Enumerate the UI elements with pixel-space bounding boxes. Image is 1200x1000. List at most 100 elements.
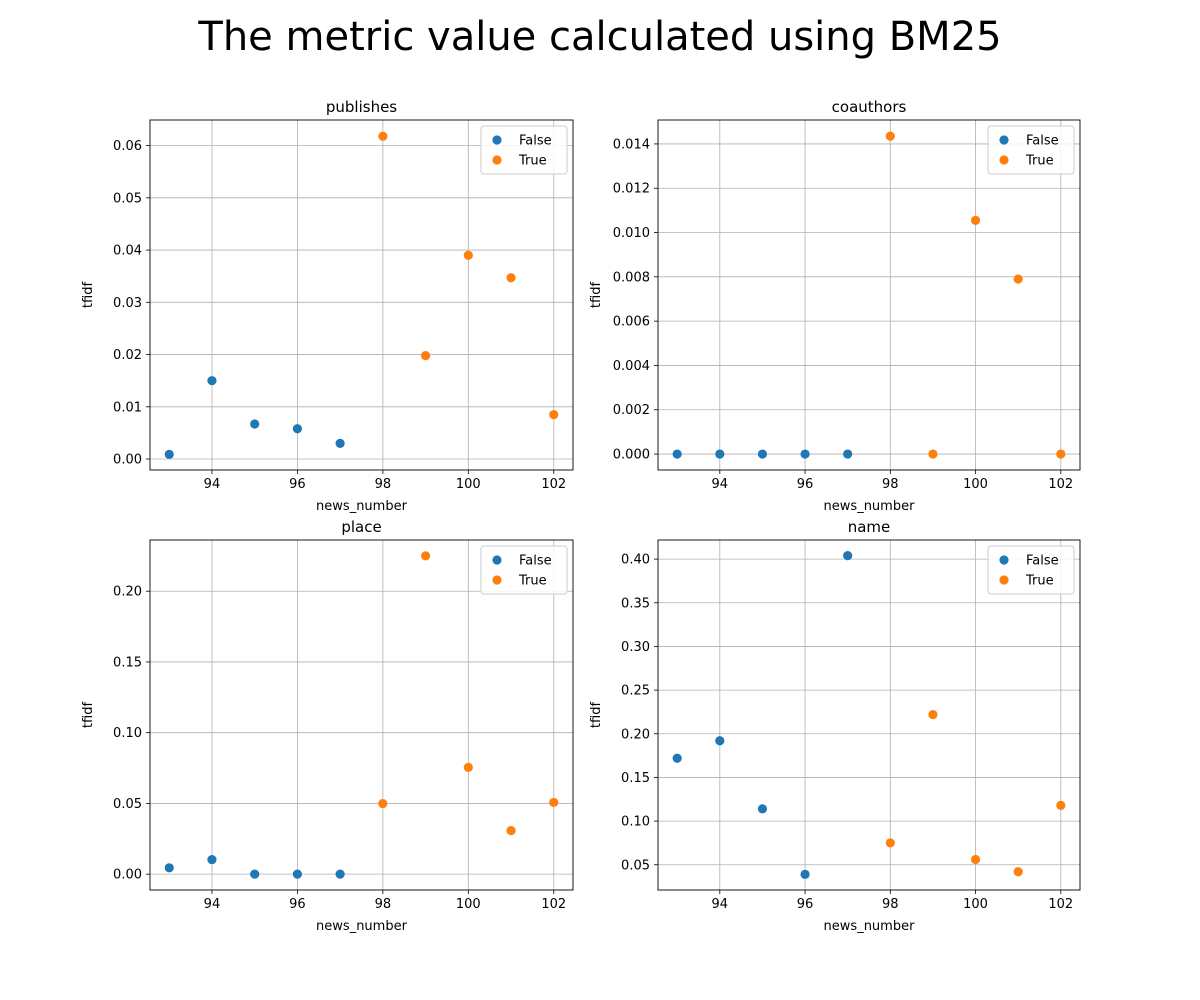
legend-marker-false — [492, 135, 502, 145]
data-point-false — [800, 869, 810, 879]
y-axis-label: tfidf — [81, 702, 96, 729]
data-point-false — [250, 869, 260, 879]
legend-label-false: False — [519, 134, 552, 149]
subplot-publishes: 94 96 98 100 102 0.00 0.01 0.02 0.03 0.04 0.05 0.06… — [81, 98, 574, 514]
y-axis-label: tfidf — [81, 282, 96, 309]
y-tick-label: 0.25 — [621, 684, 650, 699]
y-axis-label: tfidf — [589, 282, 604, 309]
data-point-false — [292, 424, 303, 434]
y-tick-label: 0.014 — [613, 137, 650, 152]
data-point-false — [250, 419, 260, 429]
x-axis-label: news_number — [316, 499, 408, 514]
legend-marker-false — [492, 555, 502, 565]
data-point-true — [1013, 274, 1023, 284]
legend-label-false: False — [1026, 554, 1059, 569]
legend: False True — [987, 125, 1075, 175]
x-tick-label: 94 — [712, 897, 729, 912]
data-point-false — [335, 869, 345, 879]
y-tick-label: 0.004 — [613, 359, 650, 374]
data-point-true — [1056, 449, 1066, 459]
axes-frame — [149, 539, 574, 891]
axes-frame — [149, 119, 574, 471]
data-point-false — [335, 438, 345, 448]
subplot-title: name — [848, 518, 891, 536]
legend-label-false: False — [519, 554, 552, 569]
data-point-true — [506, 825, 516, 836]
y-tick-label: 0.03 — [113, 296, 142, 311]
data-point-false — [757, 449, 768, 459]
legend: False True — [480, 545, 568, 595]
x-axis-label: news_number — [824, 919, 916, 934]
data-point-false — [715, 736, 725, 746]
subplot-coauthors: 94 96 98 100 102 0.000 0.002 0.004 0.006 0.008 0.0… — [589, 98, 1081, 514]
x-tick-label: 96 — [289, 477, 306, 492]
data-point-true — [506, 273, 516, 283]
y-tick-label: 0.20 — [621, 727, 650, 742]
legend: False True — [987, 545, 1075, 595]
legend-marker-true — [492, 155, 502, 165]
x-tick-label: 94 — [204, 477, 221, 492]
subplot-place: 94 96 98 100 102 0.00 0.05 0.10 0.15 0.20 place new… — [81, 518, 574, 934]
subplot-title: coauthors — [832, 98, 907, 116]
data-point-false — [843, 551, 853, 561]
data-point-true — [970, 854, 981, 865]
y-tick-label: 0.05 — [113, 191, 142, 206]
legend: False True — [480, 125, 568, 175]
data-point-true — [549, 410, 559, 420]
legend-marker-true — [492, 575, 502, 585]
data-point-true — [420, 551, 431, 561]
legend-box — [480, 125, 568, 175]
x-tick-label: 98 — [375, 897, 392, 912]
y-tick-label: 0.012 — [613, 182, 650, 197]
data-point-true — [1013, 867, 1023, 877]
x-tick-label: 102 — [1048, 897, 1073, 912]
y-tick-label: 0.02 — [113, 348, 142, 363]
data-point-true — [463, 762, 473, 772]
legend-box — [480, 545, 568, 595]
x-tick-label: 94 — [204, 897, 221, 912]
data-point-true — [420, 350, 431, 361]
x-tick-label: 96 — [797, 477, 814, 492]
data-point-true — [549, 797, 559, 808]
data-point-true — [378, 131, 388, 141]
subplot-title: place — [341, 518, 381, 536]
x-tick-label: 102 — [541, 477, 566, 492]
y-tick-label: 0.01 — [113, 400, 142, 415]
y-tick-label: 0.10 — [621, 815, 650, 830]
y-tick-label: 0.002 — [613, 403, 650, 418]
data-point-true — [885, 838, 895, 848]
y-tick-label: 0.04 — [113, 244, 142, 259]
x-tick-label: 98 — [882, 897, 899, 912]
data-point-false — [843, 449, 853, 459]
legend-label-true: True — [1025, 574, 1054, 589]
axes-frame — [657, 119, 1081, 471]
y-tick-label: 0.30 — [621, 640, 650, 655]
x-tick-label: 102 — [541, 897, 566, 912]
x-tick-label: 98 — [882, 477, 899, 492]
subplot-title: publishes — [326, 98, 397, 116]
x-tick-label: 100 — [456, 897, 481, 912]
y-tick-label: 0.35 — [621, 596, 650, 611]
legend-marker-true — [999, 575, 1009, 585]
x-tick-label: 100 — [963, 897, 988, 912]
x-tick-label: 96 — [797, 897, 814, 912]
data-point-true — [378, 798, 388, 809]
data-point-true — [885, 131, 895, 141]
x-tick-label: 100 — [456, 477, 481, 492]
y-tick-label: 0.006 — [613, 315, 650, 330]
y-tick-label: 0.06 — [113, 139, 142, 154]
data-point-false — [715, 449, 725, 459]
y-tick-label: 0.15 — [621, 771, 650, 786]
x-tick-label: 96 — [289, 897, 306, 912]
subplot-name: 94 96 98 100 102 0.05 0.10 0.15 0.20 0.25 0.30 0.35… — [589, 518, 1081, 934]
legend-label-true: True — [518, 154, 547, 169]
y-tick-label: 0.40 — [621, 553, 650, 568]
y-tick-label: 0.15 — [113, 655, 142, 670]
data-point-false — [292, 869, 303, 879]
figure-title: The metric value calculated using BM25 — [198, 14, 1002, 60]
data-point-true — [463, 250, 473, 260]
y-tick-label: 0.20 — [113, 585, 142, 600]
y-tick-label: 0.00 — [113, 453, 142, 468]
data-point-true — [928, 709, 938, 720]
y-tick-label: 0.010 — [613, 226, 650, 241]
